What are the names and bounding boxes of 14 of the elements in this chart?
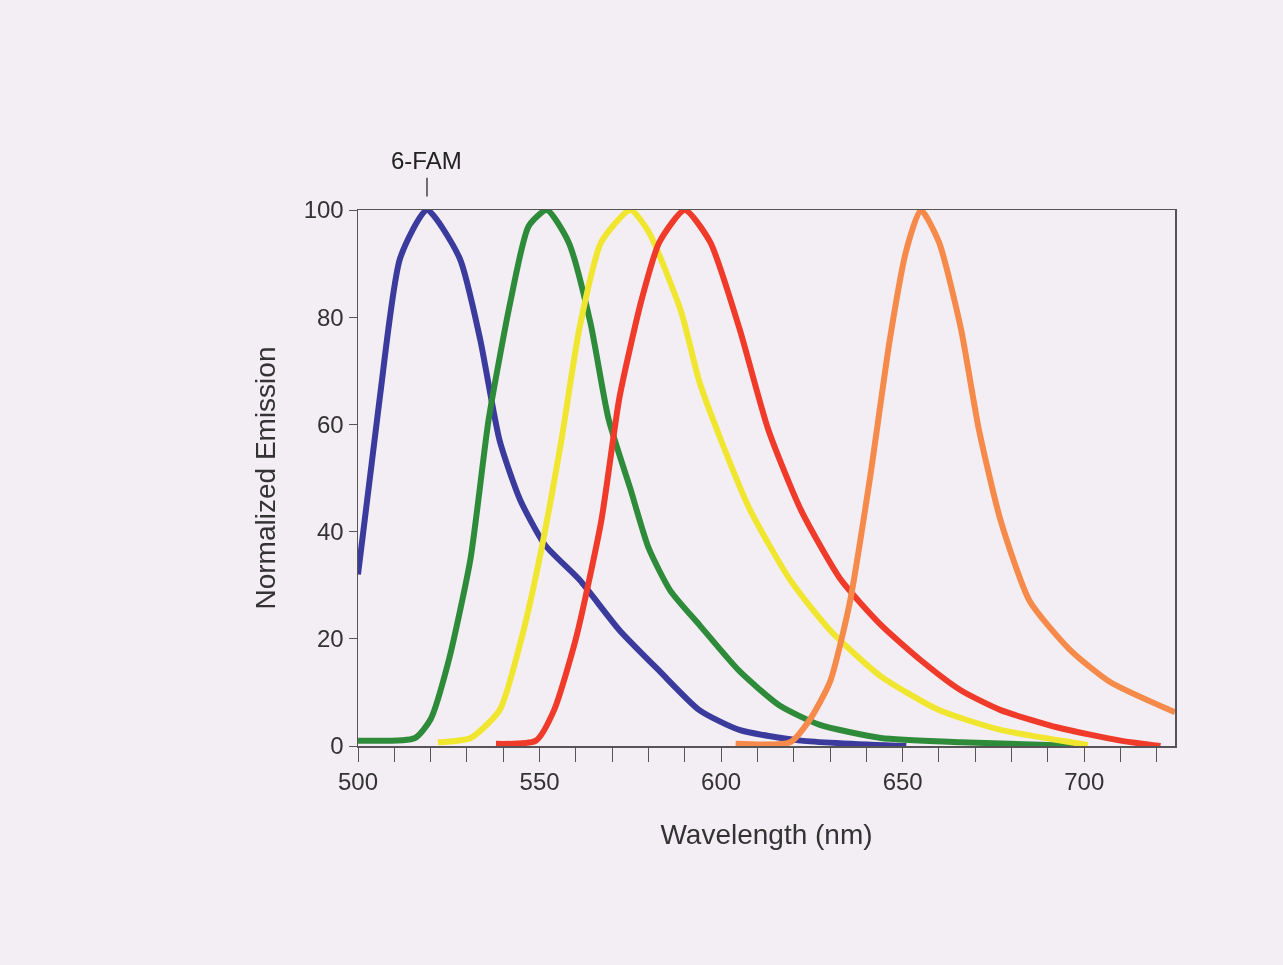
x-tick-label: 550 [519,768,560,796]
y-tick-label: 0 [330,732,344,760]
x-axis-title: Wavelength (nm) [660,819,873,851]
x-tick-label: 650 [882,768,923,796]
y-tick-label: 20 [317,625,344,653]
text: 6-FAM [391,147,462,174]
x-tick-label: 600 [701,768,742,796]
y-tick-label: 80 [317,303,344,331]
y-tick-label: 60 [317,410,344,438]
y-tick-label: 40 [317,518,344,545]
x-tick-label: 700 [1064,768,1105,796]
x-tick-label: 500 [337,768,379,796]
y-tick-label: 100 [303,196,344,224]
y-axis-title: Normalized Emission [249,346,281,610]
